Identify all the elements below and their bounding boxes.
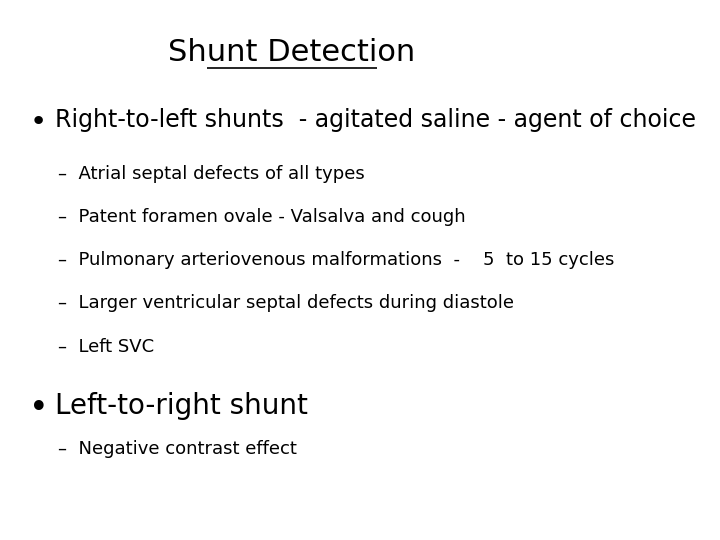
Text: –  Pulmonary arteriovenous malformations  -    5  to 15 cycles: – Pulmonary arteriovenous malformations … bbox=[58, 251, 615, 269]
Text: Shunt Detection: Shunt Detection bbox=[168, 38, 415, 67]
Text: –  Atrial septal defects of all types: – Atrial septal defects of all types bbox=[58, 165, 365, 183]
Text: –  Left SVC: – Left SVC bbox=[58, 338, 155, 355]
Text: •: • bbox=[30, 108, 47, 136]
Text: –  Negative contrast effect: – Negative contrast effect bbox=[58, 440, 297, 458]
Text: •: • bbox=[30, 392, 49, 424]
Text: –  Larger ventricular septal defects during diastole: – Larger ventricular septal defects duri… bbox=[58, 294, 514, 312]
Text: –  Patent foramen ovale - Valsalva and cough: – Patent foramen ovale - Valsalva and co… bbox=[58, 208, 466, 226]
Text: Right-to-left shunts  - agitated saline - agent of choice: Right-to-left shunts - agitated saline -… bbox=[55, 108, 696, 132]
Text: Left-to-right shunt: Left-to-right shunt bbox=[55, 392, 308, 420]
